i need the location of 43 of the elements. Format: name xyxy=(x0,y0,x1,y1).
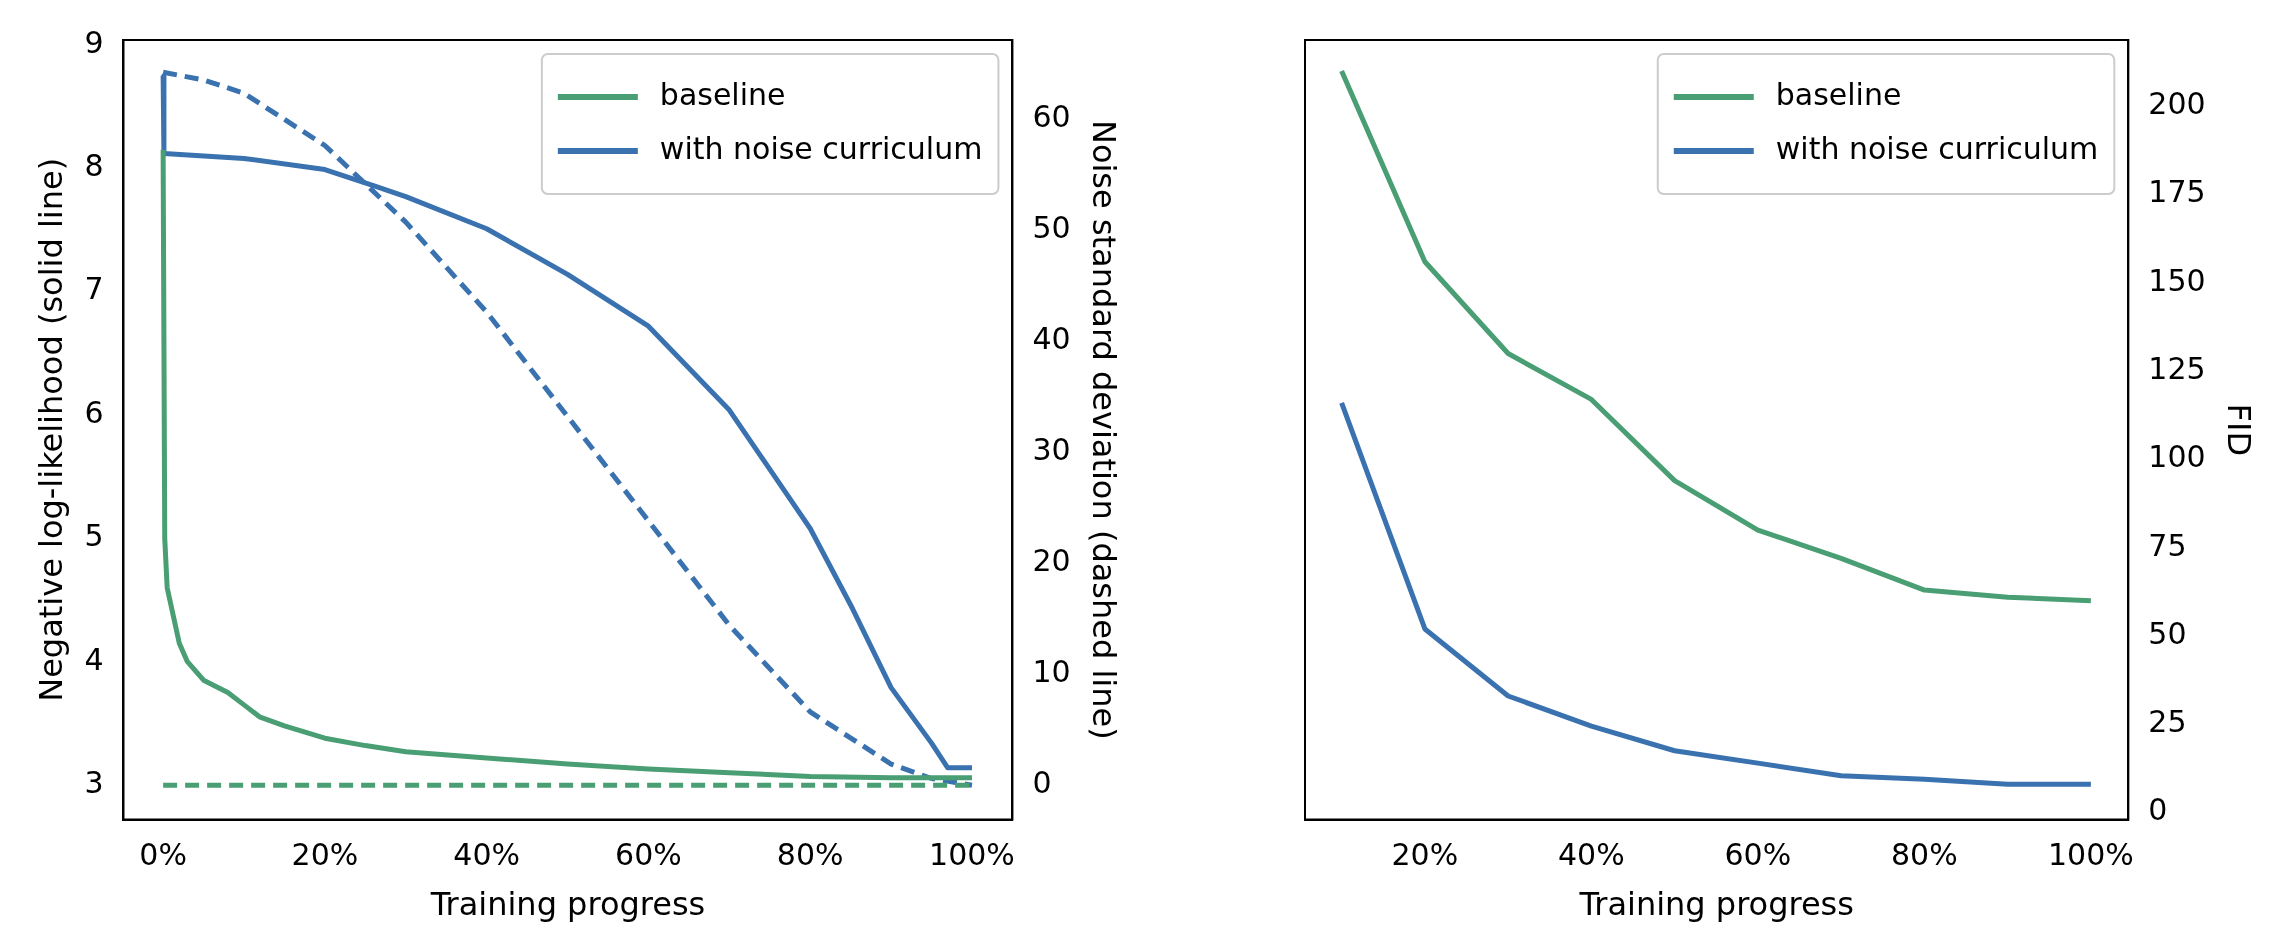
x-tick-label: 20% xyxy=(291,837,359,873)
y-axis-title: Negative log-likelihood (solid line) xyxy=(31,157,70,702)
y2-tick-label: 60 xyxy=(1032,98,1071,134)
y-tick-label: 3 xyxy=(84,764,104,800)
x-tick-label: 40% xyxy=(453,837,521,873)
x-tick-label: 100% xyxy=(2047,837,2134,873)
legend-label: baseline xyxy=(1775,76,1902,112)
x-tick-label: 80% xyxy=(776,837,844,873)
x-tick-label: 60% xyxy=(1724,837,1792,873)
y-tick-label: 5 xyxy=(84,518,104,554)
y-tick-label: 7 xyxy=(84,271,104,307)
y2-tick-label: 25 xyxy=(2148,704,2187,740)
y2-tick-label: 0 xyxy=(1032,764,1052,800)
y-tick-label: 6 xyxy=(84,394,104,430)
x-tick-label: 80% xyxy=(1891,837,1958,873)
y2-tick-label: 125 xyxy=(2148,350,2206,386)
y2-tick-label: 175 xyxy=(2148,174,2206,210)
y2-axis-title: Noise standard deviation (dashed line) xyxy=(1085,119,1124,740)
y2-tick-label: 20 xyxy=(1032,542,1071,578)
y2-tick-label: 10 xyxy=(1032,653,1071,689)
legend-label: baseline xyxy=(659,76,786,112)
x-axis-title: Training progress xyxy=(429,885,706,924)
x-axis-title: Training progress xyxy=(1578,885,1854,924)
y2-tick-label: 50 xyxy=(1032,209,1071,245)
y2-tick-label: 75 xyxy=(2148,527,2187,563)
x-tick-label: 20% xyxy=(1391,837,1459,873)
y2-tick-label: 40 xyxy=(1032,320,1071,356)
y2-tick-label: 100 xyxy=(2148,439,2206,475)
y-tick-label: 9 xyxy=(84,24,104,60)
y2-axis-title: FID xyxy=(2220,403,2259,457)
y2-tick-label: 50 xyxy=(2148,615,2187,651)
x-tick-label: 40% xyxy=(1558,837,1625,873)
x-tick-label: 0% xyxy=(139,837,187,873)
y2-tick-label: 150 xyxy=(2148,262,2206,298)
y-tick-label: 8 xyxy=(84,148,104,184)
y2-tick-label: 30 xyxy=(1032,431,1071,467)
legend-label: with noise curriculum xyxy=(659,130,983,166)
y2-tick-label: 200 xyxy=(2148,86,2206,122)
x-tick-label: 60% xyxy=(615,837,682,873)
y2-tick-label: 0 xyxy=(2148,792,2168,828)
x-tick-label: 100% xyxy=(929,837,1015,873)
legend-label: with noise curriculum xyxy=(1775,130,2099,166)
y-tick-label: 4 xyxy=(84,641,104,677)
